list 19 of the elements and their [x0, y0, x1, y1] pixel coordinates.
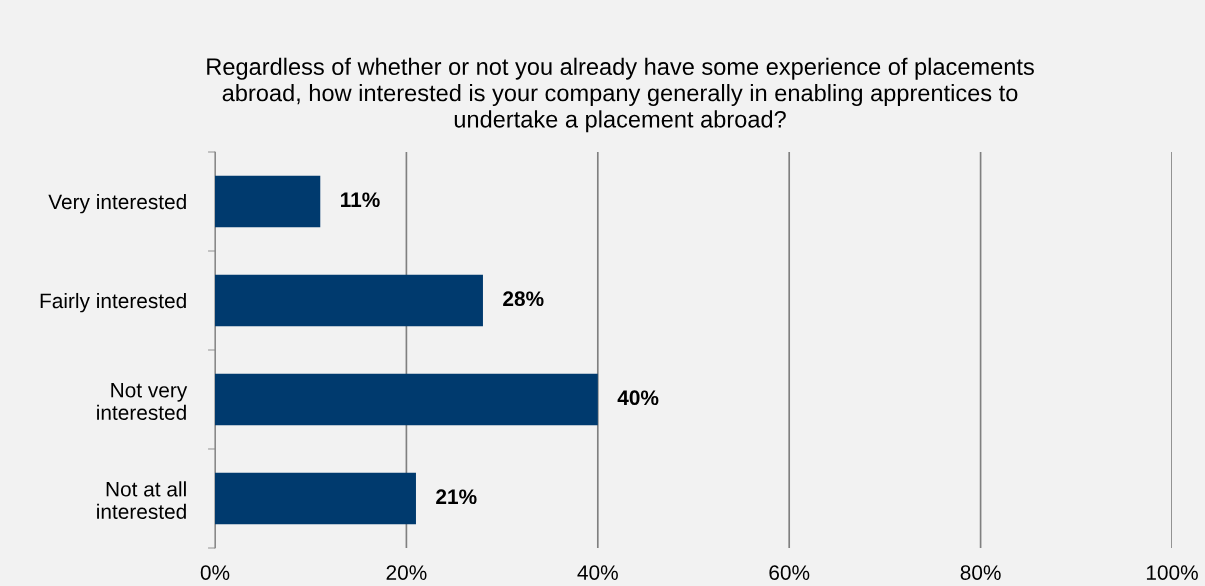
bar	[215, 175, 321, 228]
x-tick-label: 100%	[1146, 565, 1198, 580]
chart-title: Regardless of whether or not you already have some experience of placements abroad, how interested is your company generally in enabling apprentices to undertake a placement abroad?	[207, 57, 1034, 133]
data-label: 28%	[503, 291, 544, 307]
y-tick-label: Not at all interested	[97, 481, 186, 519]
x-tick-label: 0%	[200, 565, 230, 580]
x-tick-label: 20%	[386, 565, 427, 580]
data-label: 11%	[341, 192, 380, 208]
bar	[215, 274, 483, 327]
y-tick-label: Fairly interested	[40, 292, 186, 313]
data-label: 40%	[617, 390, 659, 406]
bar	[215, 373, 598, 426]
data-label: 21%	[436, 489, 477, 505]
x-tick-label: 40%	[577, 565, 618, 580]
y-tick-label: Not very interested	[97, 383, 188, 420]
x-tick-label: 60%	[769, 565, 810, 580]
bar	[215, 472, 416, 525]
x-tick-label: 80%	[960, 565, 1001, 580]
y-tick-label: Very interested	[48, 193, 186, 214]
